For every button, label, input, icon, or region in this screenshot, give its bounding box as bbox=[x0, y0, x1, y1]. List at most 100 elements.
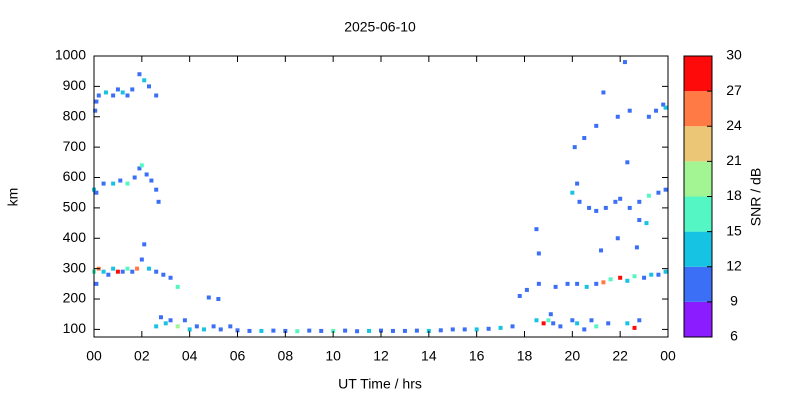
x-tick-label: 16 bbox=[469, 348, 485, 364]
echo-point bbox=[168, 275, 173, 280]
echo-point bbox=[139, 163, 144, 168]
colorbar-tick-label: 12 bbox=[726, 257, 742, 273]
echo-point bbox=[156, 199, 161, 204]
echo-point bbox=[524, 287, 529, 292]
colorbar-tick-label: 15 bbox=[726, 222, 742, 238]
echo-point bbox=[486, 326, 491, 331]
echo-point bbox=[462, 327, 467, 332]
echo-point bbox=[637, 199, 642, 204]
echo-point bbox=[379, 328, 383, 333]
echo-point bbox=[111, 93, 116, 98]
echo-point bbox=[663, 105, 668, 110]
y-axis-label: km bbox=[5, 188, 21, 207]
colorbar-band bbox=[684, 231, 712, 267]
chart-title: 2025-06-10 bbox=[344, 19, 416, 35]
echo-point bbox=[594, 324, 599, 329]
x-tick-label: 10 bbox=[325, 348, 341, 364]
colorbar-band bbox=[684, 301, 712, 337]
echo-point bbox=[582, 327, 587, 332]
echo-point bbox=[235, 328, 240, 333]
echo-point bbox=[637, 318, 642, 323]
echo-point bbox=[618, 275, 623, 280]
echo-point bbox=[618, 196, 623, 201]
echo-point bbox=[161, 272, 166, 277]
echo-point bbox=[548, 312, 553, 317]
y-tick-label: 600 bbox=[63, 168, 87, 184]
echo-point bbox=[206, 295, 211, 300]
y-tick-label: 200 bbox=[63, 290, 87, 306]
echo-point bbox=[154, 324, 159, 329]
echo-point bbox=[625, 321, 630, 326]
echo-point bbox=[94, 99, 99, 104]
echo-point bbox=[154, 93, 159, 98]
y-tick-label: 700 bbox=[63, 138, 87, 154]
colorbar-band bbox=[684, 266, 712, 302]
echo-point bbox=[154, 187, 159, 192]
x-tick-label: 04 bbox=[182, 348, 198, 364]
echo-point bbox=[414, 328, 419, 333]
echo-point bbox=[187, 327, 192, 332]
echo-point bbox=[135, 266, 140, 271]
echo-point bbox=[115, 269, 120, 274]
echo-point bbox=[402, 328, 407, 333]
echo-point bbox=[175, 324, 180, 329]
colorbar-tick-label: 30 bbox=[726, 47, 742, 63]
echo-point bbox=[94, 281, 99, 286]
echo-point bbox=[154, 269, 159, 274]
echo-point bbox=[307, 328, 312, 333]
echo-point bbox=[615, 114, 620, 119]
x-tick-label: 14 bbox=[421, 348, 437, 364]
echo-point bbox=[283, 328, 288, 333]
echo-point bbox=[606, 321, 611, 326]
echo-point bbox=[601, 280, 606, 285]
echo-point bbox=[599, 248, 604, 253]
colorbar-tick-label: 18 bbox=[726, 187, 742, 203]
echo-point bbox=[644, 221, 649, 226]
echo-point bbox=[111, 266, 116, 271]
y-tick-label: 900 bbox=[63, 77, 87, 93]
y-tick-label: 100 bbox=[63, 320, 87, 336]
echo-point bbox=[558, 324, 563, 329]
colorbar-band bbox=[684, 196, 712, 232]
colorbar-band bbox=[684, 126, 712, 162]
echo-point bbox=[601, 90, 606, 95]
echo-point bbox=[534, 227, 539, 232]
echo-point bbox=[101, 181, 106, 186]
echo-point bbox=[594, 123, 599, 128]
colorbar-band bbox=[684, 91, 712, 127]
echo-point bbox=[570, 190, 575, 195]
echo-point bbox=[194, 324, 199, 329]
echo-point bbox=[319, 328, 324, 333]
echo-point bbox=[572, 145, 577, 150]
echo-point bbox=[331, 328, 336, 333]
y-tick-label: 500 bbox=[63, 199, 87, 215]
echo-point bbox=[608, 277, 613, 282]
echo-point bbox=[149, 178, 154, 183]
echo-point bbox=[589, 318, 594, 323]
echo-point bbox=[603, 205, 608, 210]
x-tick-label: 00 bbox=[86, 348, 102, 364]
colorbar-band bbox=[684, 161, 712, 197]
echo-point bbox=[656, 272, 661, 277]
echo-point bbox=[536, 281, 541, 286]
echo-point bbox=[101, 269, 106, 274]
echo-point bbox=[546, 318, 551, 323]
echo-point bbox=[142, 242, 147, 247]
colorbar-tick-label: 6 bbox=[730, 328, 738, 344]
echo-point bbox=[426, 328, 431, 333]
echo-point bbox=[661, 102, 666, 107]
echo-point bbox=[632, 274, 637, 279]
echo-point bbox=[642, 275, 647, 280]
echo-point bbox=[656, 190, 661, 195]
colorbar-tick-label: 9 bbox=[730, 293, 738, 309]
echo-point bbox=[247, 328, 252, 333]
echo-point bbox=[163, 321, 168, 326]
colorbar-band bbox=[684, 56, 712, 92]
x-tick-label: 22 bbox=[612, 348, 628, 364]
echo-point bbox=[137, 72, 142, 77]
echo-point bbox=[575, 181, 580, 186]
echo-point bbox=[142, 78, 147, 83]
echo-point bbox=[259, 328, 264, 333]
echo-point bbox=[103, 90, 108, 95]
